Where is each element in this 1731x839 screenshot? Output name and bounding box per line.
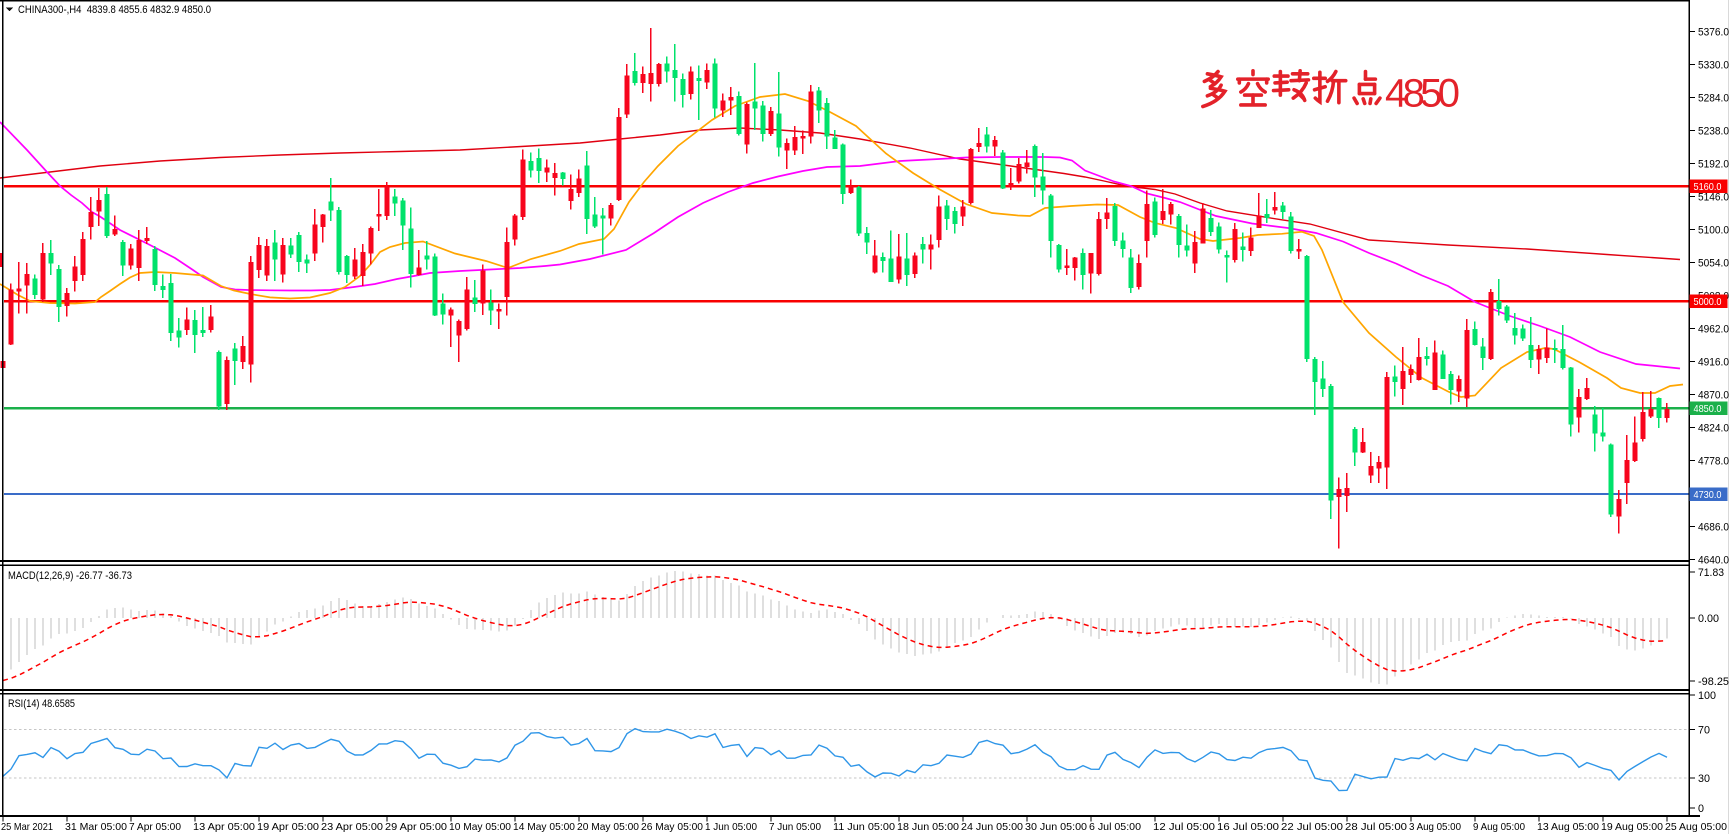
svg-text:5376.0: 5376.0 bbox=[1698, 27, 1729, 39]
svg-text:4916.0: 4916.0 bbox=[1698, 357, 1729, 369]
svg-text:4962.0: 4962.0 bbox=[1698, 324, 1729, 336]
svg-text:11 Jun 05:00: 11 Jun 05:00 bbox=[833, 821, 895, 833]
svg-text:5146.0: 5146.0 bbox=[1698, 192, 1729, 204]
svg-text:24 Jun 05:00: 24 Jun 05:00 bbox=[961, 821, 1023, 833]
svg-text:0.00: 0.00 bbox=[1698, 613, 1719, 625]
svg-text:5192.0: 5192.0 bbox=[1698, 159, 1729, 171]
svg-text:RSI(14) 48.6585: RSI(14) 48.6585 bbox=[8, 698, 75, 710]
svg-text:5000.0: 5000.0 bbox=[1694, 296, 1722, 308]
svg-text:5330.0: 5330.0 bbox=[1698, 60, 1729, 72]
svg-text:3 Aug 05:00: 3 Aug 05:00 bbox=[1409, 821, 1461, 833]
svg-text:14 May 05:00: 14 May 05:00 bbox=[513, 821, 575, 833]
svg-text:20 May 05:00: 20 May 05:00 bbox=[577, 821, 639, 833]
svg-text:7 Jun 05:00: 7 Jun 05:00 bbox=[769, 821, 821, 833]
svg-text:19 Apr 05:00: 19 Apr 05:00 bbox=[257, 821, 319, 833]
svg-text:MACD(12,26,9) -26.77 -36.73: MACD(12,26,9) -26.77 -36.73 bbox=[8, 570, 132, 582]
svg-text:28 Jul 05:00: 28 Jul 05:00 bbox=[1345, 821, 1407, 833]
svg-text:1 Jun 05:00: 1 Jun 05:00 bbox=[705, 821, 757, 833]
svg-text:22 Jul 05:00: 22 Jul 05:00 bbox=[1281, 821, 1343, 833]
svg-text:5100.0: 5100.0 bbox=[1698, 225, 1729, 237]
svg-text:CHINA300-,H4 4839.8 4855.6 48: CHINA300-,H4 4839.8 4855.6 4832.9 4850.0 bbox=[18, 4, 211, 16]
svg-text:12 Jul 05:00: 12 Jul 05:00 bbox=[1153, 821, 1215, 833]
svg-text:71.83: 71.83 bbox=[1698, 567, 1724, 579]
svg-text:31 Mar 05:00: 31 Mar 05:00 bbox=[65, 821, 127, 833]
svg-text:-98.25: -98.25 bbox=[1698, 676, 1729, 688]
svg-text:18 Jun 05:00: 18 Jun 05:00 bbox=[897, 821, 959, 833]
svg-text:30 Jun 05:00: 30 Jun 05:00 bbox=[1025, 821, 1087, 833]
svg-text:10 May 05:00: 10 May 05:00 bbox=[449, 821, 511, 833]
svg-text:23 Apr 05:00: 23 Apr 05:00 bbox=[321, 821, 383, 833]
svg-text:4640.0: 4640.0 bbox=[1698, 555, 1729, 567]
svg-text:16 Jul 05:00: 16 Jul 05:00 bbox=[1217, 821, 1279, 833]
svg-text:25 Mar 2021: 25 Mar 2021 bbox=[1, 821, 53, 833]
svg-text:4870.0: 4870.0 bbox=[1698, 390, 1729, 402]
svg-text:19 Aug 05:00: 19 Aug 05:00 bbox=[1601, 821, 1663, 833]
svg-text:4686.0: 4686.0 bbox=[1698, 522, 1729, 534]
svg-text:13 Apr 05:00: 13 Apr 05:00 bbox=[193, 821, 255, 833]
svg-text:13 Aug 05:00: 13 Aug 05:00 bbox=[1537, 821, 1599, 833]
svg-text:5160.0: 5160.0 bbox=[1694, 181, 1722, 193]
svg-text:100: 100 bbox=[1698, 690, 1716, 702]
svg-text:29 Apr 05:00: 29 Apr 05:00 bbox=[385, 821, 447, 833]
svg-text:30: 30 bbox=[1698, 773, 1710, 785]
svg-text:70: 70 bbox=[1698, 725, 1710, 737]
svg-text:4778.0: 4778.0 bbox=[1698, 456, 1729, 468]
svg-text:4730.0: 4730.0 bbox=[1694, 489, 1722, 501]
svg-text:4850: 4850 bbox=[1385, 72, 1460, 116]
svg-text:9 Aug 05:00: 9 Aug 05:00 bbox=[1473, 821, 1525, 833]
svg-text:0: 0 bbox=[1698, 803, 1704, 815]
svg-text:4850.0: 4850.0 bbox=[1694, 403, 1722, 415]
svg-text:25 Aug 05:00: 25 Aug 05:00 bbox=[1665, 821, 1727, 833]
svg-text:5054.0: 5054.0 bbox=[1698, 258, 1729, 270]
svg-text:26 May 05:00: 26 May 05:00 bbox=[641, 821, 703, 833]
svg-text:7 Apr 05:00: 7 Apr 05:00 bbox=[129, 821, 181, 833]
svg-text:5284.0: 5284.0 bbox=[1698, 93, 1729, 105]
svg-text:4824.0: 4824.0 bbox=[1698, 423, 1729, 435]
svg-text:6 Jul 05:00: 6 Jul 05:00 bbox=[1089, 821, 1141, 833]
svg-text:5238.0: 5238.0 bbox=[1698, 126, 1729, 138]
